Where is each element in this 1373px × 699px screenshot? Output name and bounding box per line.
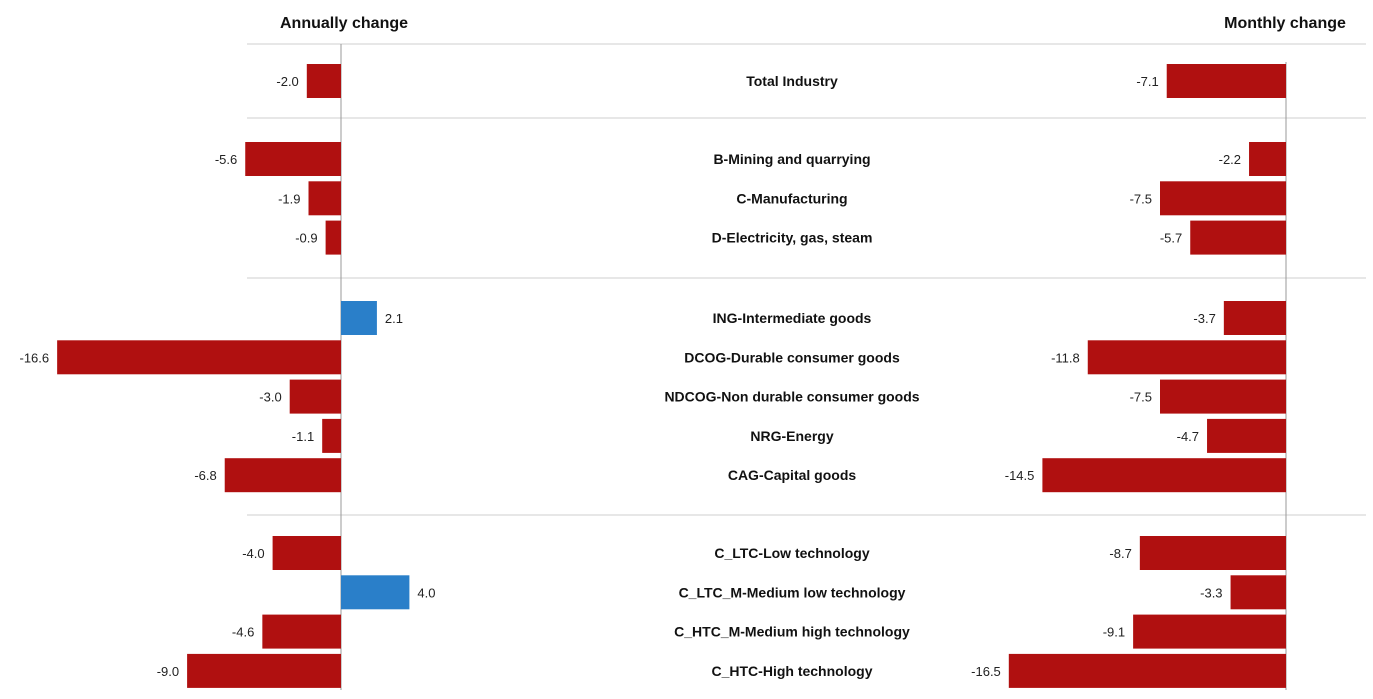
annual-bar-d-electricity-gas-steam bbox=[325, 220, 341, 255]
category-label: D-Electricity, gas, steam bbox=[712, 230, 873, 246]
monthly-bar-c-ltc-m-medium-low-technology bbox=[1230, 575, 1286, 610]
monthly-bar-b-mining-and-quarrying bbox=[1249, 142, 1286, 176]
monthly-value-label: -7.1 bbox=[1136, 74, 1158, 89]
annual-value-label: -4.6 bbox=[232, 625, 254, 640]
annual-value-label: -1.9 bbox=[278, 191, 300, 206]
monthly-panel-title: Monthly change bbox=[1224, 15, 1346, 32]
category-label: C_LTC-Low technology bbox=[714, 545, 869, 561]
monthly-value-label: -16.5 bbox=[971, 664, 1001, 679]
monthly-bar-c-htc-high-technology bbox=[1008, 653, 1286, 688]
annual-value-label: 2.1 bbox=[385, 311, 403, 326]
annual-bar-c-htc-m-medium-high-technology bbox=[262, 614, 341, 649]
annual-bar-c-htc-high-technology bbox=[187, 653, 341, 688]
category-label: CAG-Capital goods bbox=[728, 467, 857, 483]
annual-value-label: -4.0 bbox=[242, 546, 264, 561]
monthly-bar-c-htc-m-medium-high-technology bbox=[1133, 614, 1286, 649]
chart-marks: Total Industry -2.0 -7.1 B-Mining and quarr… bbox=[19, 43, 1366, 690]
monthly-bar-ndcog-non-durable-consumer-goods bbox=[1160, 379, 1286, 414]
monthly-value-label: -7.5 bbox=[1130, 191, 1152, 206]
category-label: NRG-Energy bbox=[750, 428, 833, 444]
category-label: DCOG-Durable consumer goods bbox=[684, 349, 900, 365]
annual-panel-title: Annually change bbox=[280, 15, 408, 32]
monthly-bar-ing-intermediate-goods bbox=[1223, 301, 1286, 335]
annual-bar-c-ltc-m-medium-low-technology bbox=[341, 575, 410, 610]
monthly-bar-c-ltc-low-technology bbox=[1139, 536, 1286, 570]
category-label: C_LTC_M-Medium low technology bbox=[679, 584, 906, 600]
monthly-value-label: -7.5 bbox=[1130, 390, 1152, 405]
annual-value-label: -1.1 bbox=[292, 429, 314, 444]
annual-value-label: -3.0 bbox=[259, 390, 281, 405]
monthly-value-label: -14.5 bbox=[1005, 468, 1035, 483]
category-label: ING-Intermediate goods bbox=[713, 310, 872, 326]
annual-bar-c-ltc-low-technology bbox=[272, 536, 341, 570]
monthly-value-label: -9.1 bbox=[1103, 625, 1125, 640]
category-label: C_HTC-High technology bbox=[712, 663, 873, 679]
monthly-bar-d-electricity-gas-steam bbox=[1190, 220, 1286, 255]
annual-bar-cag-capital-goods bbox=[224, 458, 341, 493]
annual-value-label: 4.0 bbox=[417, 585, 435, 600]
monthly-bar-cag-capital-goods bbox=[1042, 458, 1286, 493]
category-label: C_HTC_M-Medium high technology bbox=[674, 624, 910, 640]
annual-value-label: -6.8 bbox=[194, 468, 216, 483]
monthly-bar-c-manufacturing bbox=[1160, 181, 1286, 216]
annual-bar-ndcog-non-durable-consumer-goods bbox=[289, 379, 341, 414]
annual-bar-ing-intermediate-goods bbox=[341, 301, 377, 335]
monthly-bar-total-industry bbox=[1166, 64, 1286, 98]
annual-value-label: -16.6 bbox=[19, 350, 49, 365]
monthly-value-label: -2.2 bbox=[1219, 152, 1241, 167]
category-label: C-Manufacturing bbox=[736, 190, 847, 206]
monthly-bar-nrg-energy bbox=[1207, 418, 1286, 453]
monthly-value-label: -4.7 bbox=[1177, 429, 1199, 444]
category-label: NDCOG-Non durable consumer goods bbox=[664, 389, 919, 405]
annual-bar-dcog-durable-consumer-goods bbox=[57, 340, 341, 375]
annual-bar-b-mining-and-quarrying bbox=[245, 142, 341, 176]
annual-value-label: -0.9 bbox=[295, 231, 317, 246]
annual-value-label: -5.6 bbox=[215, 152, 237, 167]
category-label: B-Mining and quarrying bbox=[713, 151, 870, 167]
annual-bar-nrg-energy bbox=[322, 418, 341, 453]
monthly-value-label: -3.7 bbox=[1193, 311, 1215, 326]
monthly-value-label: -3.3 bbox=[1200, 585, 1222, 600]
annual-bar-total-industry bbox=[306, 64, 341, 98]
annual-value-label: -9.0 bbox=[157, 664, 179, 679]
monthly-bar-dcog-durable-consumer-goods bbox=[1087, 340, 1286, 375]
monthly-value-label: -5.7 bbox=[1160, 231, 1182, 246]
category-label: Total Industry bbox=[746, 73, 838, 89]
monthly-value-label: -8.7 bbox=[1109, 546, 1131, 561]
annual-value-label: -2.0 bbox=[276, 74, 298, 89]
monthly-value-label: -11.8 bbox=[1051, 350, 1080, 365]
annual-bar-c-manufacturing bbox=[308, 181, 341, 216]
